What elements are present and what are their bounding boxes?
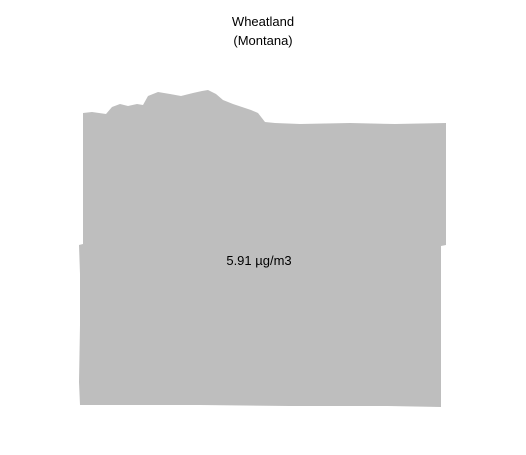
- region-value-label: 5.91 µg/m3: [226, 253, 292, 268]
- map-subtitle: (Montana): [233, 33, 293, 48]
- map-title-block: Wheatland (Montana): [0, 12, 526, 50]
- map-title: Wheatland: [231, 14, 295, 29]
- county-shape-wheatland: [79, 90, 446, 407]
